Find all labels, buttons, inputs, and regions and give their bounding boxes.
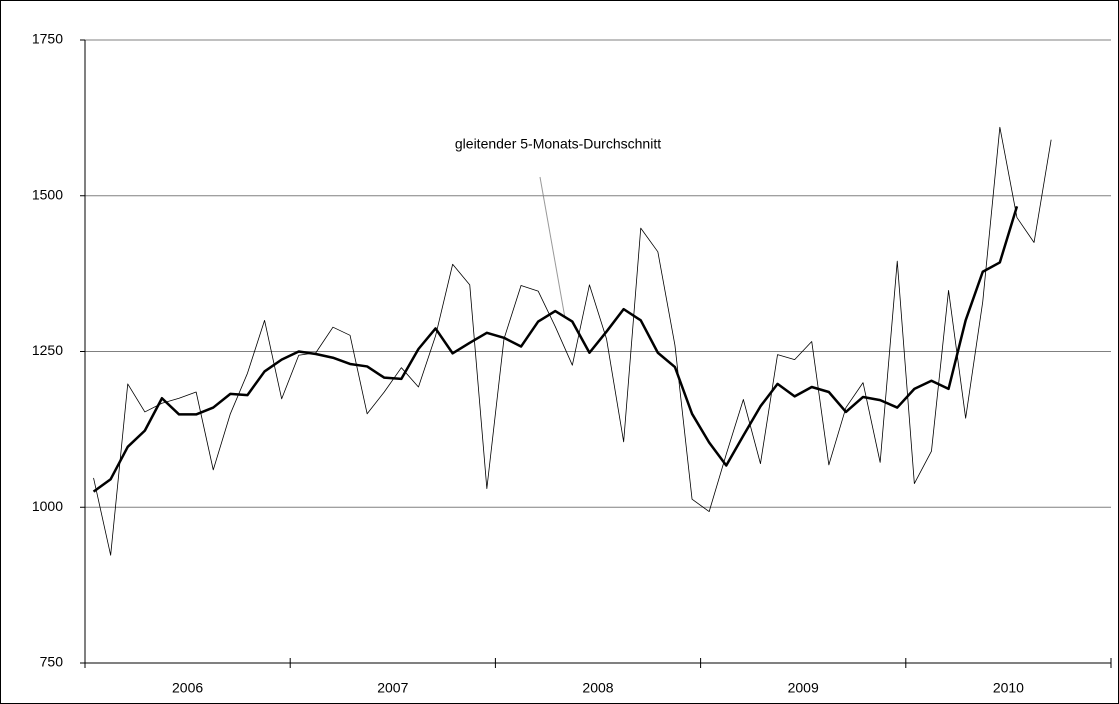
y-tick-label: 1250 (32, 342, 63, 358)
x-group-label: 2006 (172, 680, 203, 696)
y-tick-label: 1750 (32, 31, 63, 47)
y-tick-label: 1500 (32, 186, 63, 202)
x-group-label: 2009 (788, 680, 819, 696)
series-line (92, 205, 1019, 493)
x-group-label: 2010 (993, 680, 1024, 696)
y-tick-label: 750 (40, 654, 64, 670)
series-line (93, 126, 1052, 556)
x-group-label: 2007 (377, 680, 408, 696)
y-tick-label: 1000 (32, 498, 63, 514)
annotation: gleitender 5-Monats-Durchschnitt (455, 136, 661, 152)
x-group-label: 2008 (582, 680, 613, 696)
annotation-pointer (539, 176, 566, 319)
